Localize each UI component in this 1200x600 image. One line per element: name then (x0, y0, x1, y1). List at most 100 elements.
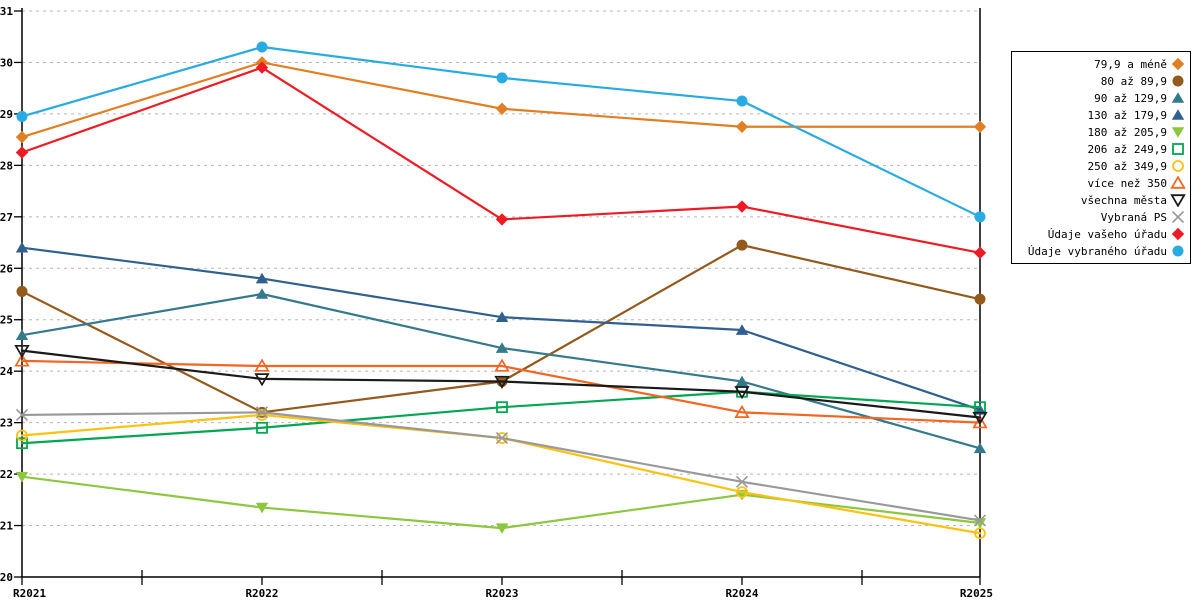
diamond-marker (973, 246, 987, 260)
legend-marker-icon (1170, 176, 1186, 189)
series-line (20, 244, 982, 414)
legend-item-label: 130 až 179,9 (1087, 108, 1167, 122)
triangle-up-marker (15, 329, 29, 340)
x-axis-label: R2021 (13, 587, 46, 600)
y-axis-label: 27 (0, 211, 13, 224)
diamond-marker (495, 213, 509, 226)
circle-marker (16, 429, 28, 442)
legend-item-label: 180 až 205,9 (1087, 125, 1167, 139)
x-axis-label: R2025 (960, 587, 993, 600)
y-axis-label: 24 (0, 365, 13, 378)
triangle-down-marker (494, 375, 510, 389)
x-axis: R2021 R2022 R2023 R2024 R2025 (13, 570, 993, 600)
legend-item-label: Vybraná PS (1100, 210, 1167, 224)
series-3 (15, 241, 987, 415)
x-marker (495, 432, 509, 445)
legend-item-label: všechna města (1080, 193, 1167, 207)
legend-marker-icon (1171, 127, 1185, 138)
diamond-marker (735, 120, 749, 133)
circle-marker (974, 293, 986, 305)
legend-item: 180 až 205,9 (1012, 125, 1190, 139)
diamond-marker (15, 146, 29, 159)
x-marker (973, 514, 987, 527)
legend-marker-icon (1171, 210, 1185, 224)
triangle-up-marker (255, 288, 269, 299)
legend-marker-icon (1172, 143, 1184, 155)
series-line (20, 359, 982, 424)
triangle-up-marker (495, 342, 509, 353)
legend-item-label: Údaje vybraného úřadu (1027, 244, 1167, 258)
x-axis-label: R2023 (485, 587, 518, 600)
triangle-down-marker (254, 373, 270, 387)
triangle-up-marker (15, 241, 29, 253)
circle-marker (256, 41, 268, 53)
legend-marker-icon (1170, 194, 1186, 207)
legend-item: 79,9 a méně (1012, 57, 1190, 71)
series-line (20, 411, 982, 522)
y-axis-label: 31 (0, 5, 13, 18)
triangle-down-marker (734, 386, 750, 400)
y-axis-label: 30 (0, 56, 13, 69)
x-axis-label: R2024 (725, 587, 758, 600)
triangle-up-marker (495, 311, 509, 322)
series-line (20, 390, 982, 445)
x-marker (15, 408, 29, 421)
legend-item: 206 až 249,9 (1012, 142, 1190, 156)
legend-item-label: 90 až 129,9 (1094, 91, 1167, 105)
series-line (20, 66, 982, 254)
triangle-up-marker (14, 353, 30, 367)
triangle-up-marker (254, 358, 270, 372)
legend-item: 130 až 179,9 (1012, 108, 1190, 122)
y-axis-label: 23 (0, 417, 13, 430)
legend-item: 80 až 89,9 (1012, 74, 1190, 88)
square-marker (256, 421, 268, 434)
triangle-up-marker (735, 324, 749, 335)
circle-marker (736, 239, 748, 251)
series-4 (15, 471, 987, 534)
legend-item-label: 80 až 89,9 (1100, 74, 1167, 88)
series-11 (16, 41, 986, 223)
legend-item: Vybraná PS (1012, 210, 1190, 224)
series-line (20, 349, 982, 419)
y-axis-label: 20 (0, 571, 13, 584)
series-0 (15, 56, 987, 144)
series-10 (15, 61, 987, 260)
legend-marker-icon (1172, 245, 1184, 257)
triangle-down-marker (495, 523, 509, 534)
triangle-up-marker (973, 442, 987, 454)
y-axis-label: 22 (0, 468, 13, 481)
x-marker (255, 406, 269, 419)
gridlines (22, 10, 980, 527)
circle-marker (16, 110, 28, 122)
series-7 (14, 353, 988, 429)
y-axis-label: 21 (0, 520, 13, 533)
triangle-down-marker (14, 344, 30, 359)
legend-item-label: 79,9 a méně (1094, 57, 1167, 71)
diamond-marker (495, 102, 509, 115)
series-line (20, 475, 982, 530)
y-axis-label: 26 (0, 262, 13, 275)
triangle-down-marker (972, 411, 988, 425)
legend: 79,9 a méně 80 až 89,9 90 až 129,9 130 až 1… (1011, 51, 1191, 264)
circle-marker (256, 409, 268, 421)
legend-marker-icon (1172, 75, 1184, 87)
square-marker (16, 437, 28, 450)
triangle-up-marker (494, 358, 510, 372)
legend-item: všechna města (1012, 193, 1190, 207)
legend-item-label: více než 350 (1087, 176, 1167, 190)
legend-item: 250 až 349,9 (1012, 159, 1190, 173)
circle-marker (974, 211, 986, 223)
triangle-up-marker (734, 404, 750, 418)
diamond-marker (15, 130, 29, 144)
circle-marker (16, 285, 28, 297)
triangle-up-marker (255, 272, 269, 284)
legend-item-label: Údaje vašeho úřadu (1047, 227, 1167, 241)
circle-marker (496, 72, 508, 84)
legend-marker-icon (1171, 109, 1185, 120)
legend-item: 90 až 129,9 (1012, 91, 1190, 105)
triangle-up-marker (735, 375, 749, 387)
legend-item: více než 350 (1012, 176, 1190, 190)
triangle-down-marker (15, 471, 29, 483)
